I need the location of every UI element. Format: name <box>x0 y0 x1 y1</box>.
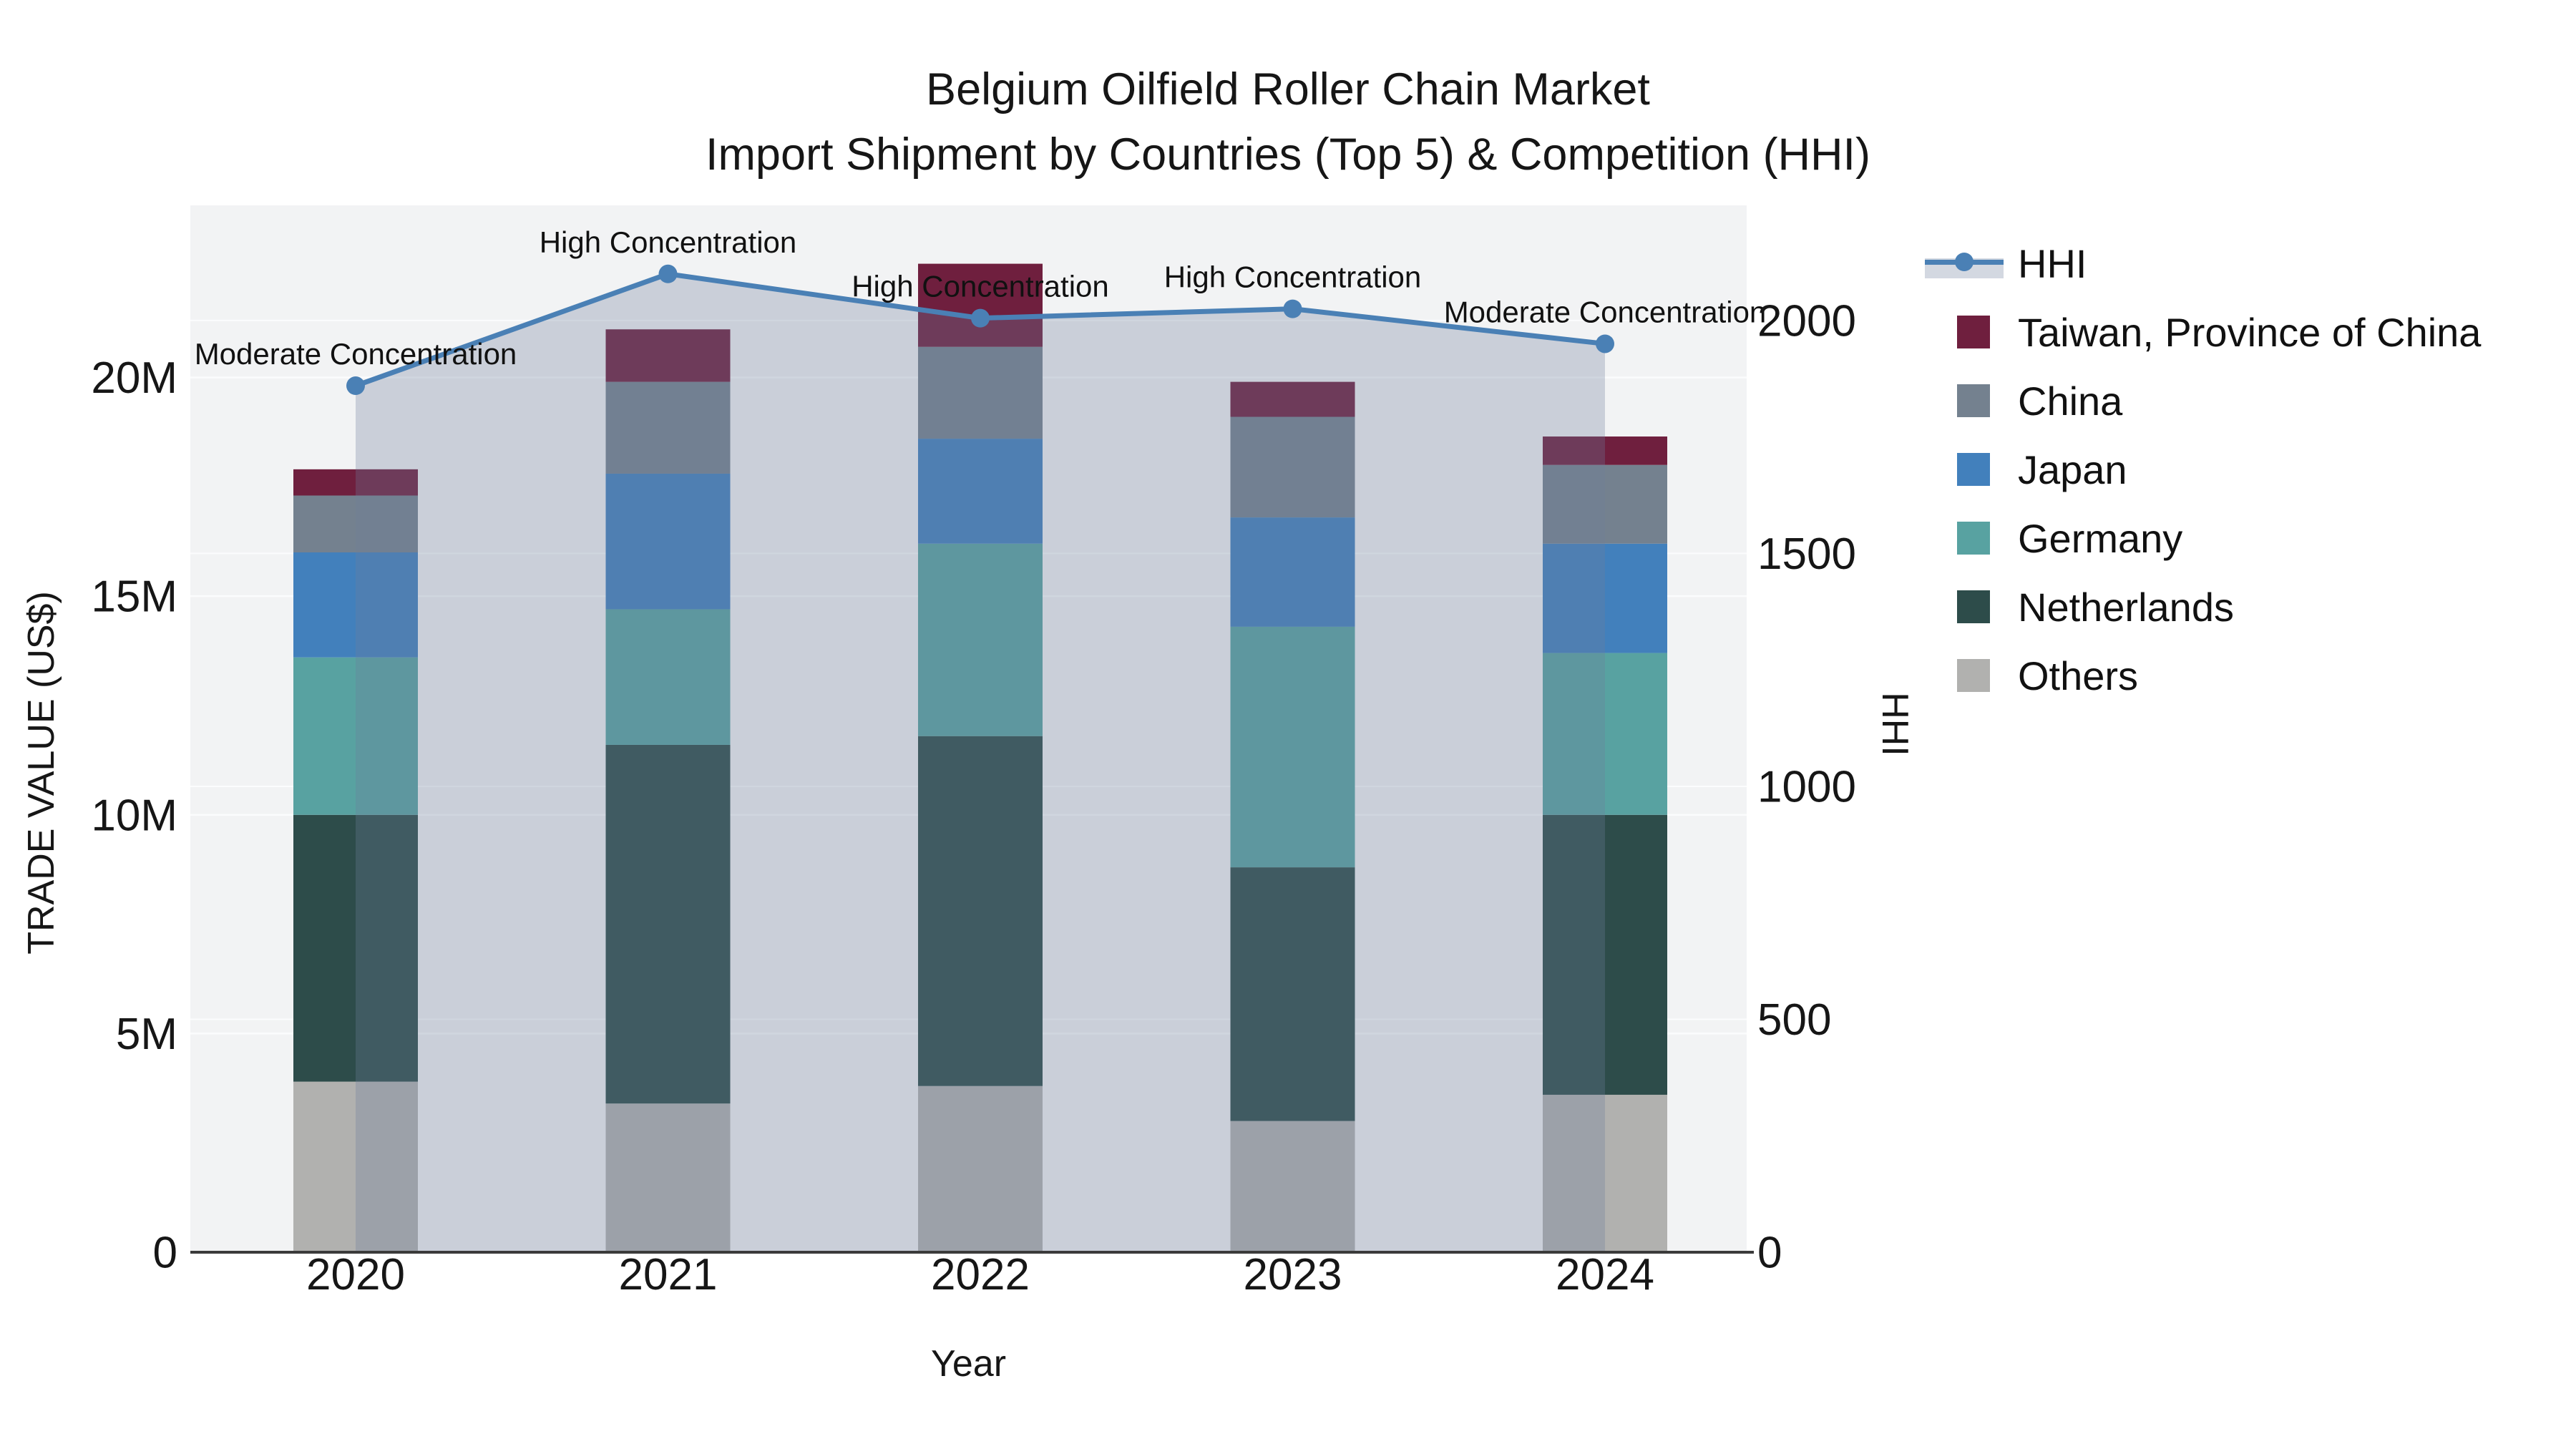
legend-item-taiwan-province-of-china[interactable]: Taiwan, Province of China <box>1925 309 2482 355</box>
chart-title-line2: Import Shipment by Countries (Top 5) & C… <box>705 130 1871 180</box>
legend-label: China <box>2018 378 2123 424</box>
legend-item-china[interactable]: China <box>1925 378 2481 424</box>
bar-segment-2020-germany[interactable] <box>293 657 418 815</box>
bar-segment-2022-netherlands[interactable] <box>918 736 1043 1086</box>
bar-segment-2022-others[interactable] <box>918 1085 1043 1252</box>
bar-segment-2023-germany[interactable] <box>1230 626 1355 868</box>
bar-segment-2024-germany[interactable] <box>1543 653 1667 815</box>
bar-segment-2023-others[interactable] <box>1230 1121 1355 1252</box>
bar-segment-2022-china[interactable] <box>918 346 1043 439</box>
series-swatch-icon <box>1925 522 2004 555</box>
legend-label: Germany <box>2018 515 2183 561</box>
series-swatch-icon <box>1925 590 2004 623</box>
x-tick-2023: 2023 <box>1244 1250 1342 1299</box>
bar-segment-2020-china[interactable] <box>293 495 418 552</box>
bar-segment-2023-china[interactable] <box>1230 416 1355 518</box>
y-left-tick-10M: 10M <box>91 791 177 840</box>
bar-segment-2021-taiwan-province-of-china[interactable] <box>605 329 731 382</box>
y-right-tick-2000: 2000 <box>1757 296 1856 346</box>
bar-segment-2024-taiwan-province-of-china[interactable] <box>1543 436 1667 465</box>
y-right-tick-1500: 1500 <box>1757 530 1856 579</box>
x-tick-2020: 2020 <box>306 1250 405 1299</box>
bar-segment-2024-netherlands[interactable] <box>1543 814 1667 1095</box>
x-tick-2022: 2022 <box>931 1250 1030 1299</box>
y-right-tick-500: 500 <box>1757 995 1831 1045</box>
y-axis-title-right: HHI <box>1874 692 1916 756</box>
annotation-2021: High Concentration <box>540 225 797 259</box>
y-left-tick-0: 0 <box>153 1229 177 1278</box>
legend-item-netherlands[interactable]: Netherlands <box>1925 584 2481 630</box>
color-swatch <box>1957 316 1990 348</box>
bar-segment-2024-others[interactable] <box>1543 1094 1667 1252</box>
annotation-2022: High Concentration <box>852 270 1109 303</box>
color-swatch <box>1957 453 1990 486</box>
hhi-area-fill <box>356 273 1605 1252</box>
color-swatch <box>1957 659 1990 692</box>
bar-segment-2024-china[interactable] <box>1543 464 1667 544</box>
legend-label: HHI <box>2018 240 2087 286</box>
annotation-2024: Moderate Concentration <box>1444 295 1767 328</box>
series-swatch-icon <box>1925 384 2004 417</box>
bar-segment-2022-germany[interactable] <box>918 543 1043 736</box>
y-left-tick-15M: 15M <box>91 572 177 622</box>
x-tick-2024: 2024 <box>1556 1250 1654 1299</box>
legend-label: Netherlands <box>2018 584 2234 630</box>
series-swatch-icon <box>1925 659 2004 692</box>
color-swatch <box>1957 590 1990 623</box>
legend-item-others[interactable]: Others <box>1925 653 2481 698</box>
series-swatch-icon <box>1925 453 2004 486</box>
x-axis-title: Year <box>930 1343 1007 1385</box>
bar-segment-2023-taiwan-province-of-china[interactable] <box>1230 381 1355 417</box>
legend-label: Others <box>2018 653 2139 698</box>
annotation-2020: Moderate Concentration <box>195 337 517 371</box>
y-axis-title-left: TRADE VALUE (US$) <box>21 591 62 955</box>
bar-segment-2022-japan[interactable] <box>918 439 1043 544</box>
bar-segment-2022-taiwan-province-of-china[interactable] <box>918 263 1043 347</box>
chart-title-line1: Belgium Oilfield Roller Chain Market <box>926 64 1650 114</box>
y-left-tick-5M: 5M <box>116 1010 177 1059</box>
legend-item-japan[interactable]: Japan <box>1925 447 2481 492</box>
bar-segment-2020-netherlands[interactable] <box>293 814 418 1082</box>
hhi-marker-2021[interactable] <box>658 264 678 283</box>
bar-segment-2024-japan[interactable] <box>1543 543 1667 653</box>
bar-segment-2023-japan[interactable] <box>1230 517 1355 627</box>
bar-segment-2021-china[interactable] <box>605 381 731 474</box>
color-swatch <box>1957 384 1990 417</box>
legend: HHI Taiwan, Province of China China Japan Ge… <box>1925 240 2482 698</box>
series-swatch-icon <box>1925 316 2004 348</box>
bar-segment-2020-others[interactable] <box>293 1081 418 1252</box>
annotation-2023: High Concentration <box>1164 260 1422 294</box>
bar-segment-2020-japan[interactable] <box>293 552 418 658</box>
hhi-marker-sample <box>1955 253 1974 271</box>
y-right-tick-1000: 1000 <box>1757 762 1856 811</box>
hhi-marker-2023[interactable] <box>1283 299 1302 318</box>
x-tick-2021: 2021 <box>619 1250 718 1299</box>
hhi-line-swatch-icon <box>1925 247 2004 280</box>
bar-segment-2021-others[interactable] <box>605 1103 731 1252</box>
hhi-marker-2022[interactable] <box>971 308 990 328</box>
bar-segment-2021-netherlands[interactable] <box>605 744 731 1104</box>
chart-title: Belgium Oilfield Roller Chain Market Imp… <box>0 57 2576 188</box>
legend-item-hhi[interactable]: HHI <box>1925 240 2481 286</box>
legend-label: Taiwan, Province of China <box>2018 309 2482 355</box>
bar-segment-2020-taiwan-province-of-china[interactable] <box>293 469 418 496</box>
color-swatch <box>1957 522 1990 555</box>
y-left-tick-20M: 20M <box>91 353 177 403</box>
legend-label: Japan <box>2018 447 2127 492</box>
bar-segment-2021-japan[interactable] <box>605 473 731 610</box>
legend-item-germany[interactable]: Germany <box>1925 515 2481 561</box>
hhi-marker-2020[interactable] <box>346 376 365 396</box>
hhi-marker-2024[interactable] <box>1596 334 1614 353</box>
bar-segment-2023-netherlands[interactable] <box>1230 867 1355 1121</box>
y-right-tick-0: 0 <box>1757 1229 1782 1278</box>
bar-segment-2021-germany[interactable] <box>605 609 731 745</box>
